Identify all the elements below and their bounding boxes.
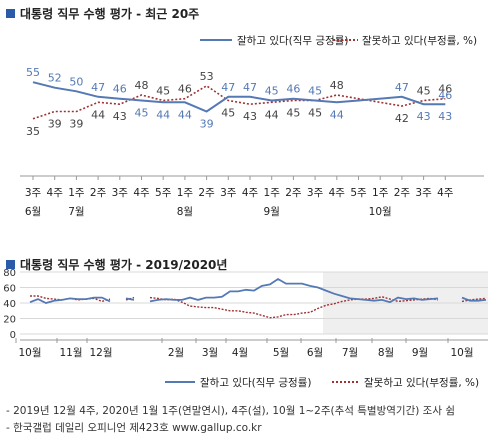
approve-data-label: 45: [135, 107, 149, 120]
approve-data-label: 43: [438, 110, 452, 123]
x-tick-label-month: 8월: [378, 347, 394, 359]
legend-approve-label: 잘하고 있다(직무 긍정률): [200, 376, 311, 389]
x-tick-label-week: 2주: [90, 187, 107, 199]
x-tick-label-week: 4주: [437, 187, 454, 199]
legend-disapprove-label: 잘못하고 있다(부정률, %): [364, 376, 479, 389]
x-tick-label-month: 3월: [202, 347, 218, 359]
title-square-icon: [6, 260, 15, 269]
approve-data-label: 45: [265, 85, 279, 98]
approve-data-label: 46: [286, 83, 300, 96]
approve-data-label: 39: [200, 118, 214, 131]
x-tick-label-month: 10월: [450, 347, 473, 359]
disapprove-data-label: 48: [135, 79, 149, 92]
disapprove-data-label: 45: [156, 85, 170, 98]
disapprove-data-label: 42: [395, 112, 409, 125]
x-tick-label-month: 11월: [59, 347, 82, 359]
approve-data-label: 43: [417, 110, 431, 123]
x-tick-label-week: 3주: [220, 187, 237, 199]
legend-disapprove-label: 잘못하고 있다(부정률, %): [362, 34, 477, 47]
x-tick-label-month: 9월: [264, 206, 280, 218]
disapprove-data-label: 39: [69, 118, 83, 131]
x-tick-label-week: 2주: [285, 187, 302, 199]
disapprove-data-label: 44: [91, 108, 105, 121]
approve-data-label: 50: [69, 75, 83, 88]
x-tick-label-week: 2주: [394, 187, 411, 199]
approve-data-label: 47: [91, 81, 105, 94]
disapprove-data-label: 45: [417, 85, 431, 98]
chart-1-legend: 잘하고 있다(직무 긍정률) 잘못하고 있다(부정률, %): [200, 34, 477, 47]
x-tick-label-month: 8월: [177, 206, 193, 218]
y-tick-label: 20: [3, 315, 16, 326]
disapprove-data-label: 43: [113, 110, 127, 123]
approve-data-label: 46: [113, 83, 127, 96]
approve-data-label: 44: [178, 108, 192, 121]
x-tick-label-month: 7월: [68, 206, 84, 218]
y-tick-label: 0: [10, 330, 16, 341]
chart-2-legend: 잘하고 있다(직무 긍정률) 잘못하고 있다(부정률, %): [165, 376, 479, 389]
disapprove-data-label: 44: [265, 108, 279, 121]
disapprove-data-label: 45: [221, 107, 235, 120]
disapprove-data-label: 43: [243, 110, 257, 123]
approve-data-label: 44: [330, 108, 344, 121]
x-tick-label-week: 4주: [329, 187, 346, 199]
chart-2-title-text: 대통령 직무 수행 평가 - 2019/2020년: [20, 258, 228, 272]
y-tick-label: 40: [3, 299, 16, 310]
series-approve-line: [29, 277, 487, 304]
x-tick-label-week: 1주: [264, 187, 281, 199]
x-tick-label-month: 6월: [25, 206, 41, 218]
chart-2-title: 대통령 직무 수행 평가 - 2019/2020년: [6, 256, 227, 273]
x-tick-label-week: 5주: [350, 187, 367, 199]
approve-data-label: 44: [156, 108, 170, 121]
y-tick-label: 80: [3, 268, 16, 279]
disapprove-data-label: 45: [286, 107, 300, 120]
x-tick-label-month: 12월: [89, 347, 112, 359]
x-tick-label-month: 10월: [369, 206, 392, 218]
chart-1-title-text: 대통령 직무 수행 평가 - 최근 20주: [20, 7, 200, 21]
series-disapprove-line: [32, 84, 446, 120]
footnote-source: - 한국갤럽 데일리 오피니언 제423호 www.gallup.co.kr: [6, 422, 262, 434]
x-tick-label-month: 6월: [307, 347, 323, 359]
x-tick-label-month: 4월: [232, 347, 248, 359]
approve-data-label: 52: [48, 72, 62, 85]
disapprove-data-label: 35: [26, 125, 40, 138]
disapprove-data-label: 45: [308, 107, 322, 120]
legend-approve-label: 잘하고 있다(직무 긍정률): [237, 34, 348, 47]
x-tick-label-month: 9월: [412, 347, 428, 359]
approve-data-label: 45: [308, 85, 322, 98]
x-tick-label-week: 4주: [47, 187, 64, 199]
x-tick-label-month: 5월: [273, 347, 289, 359]
x-tick-label-week: 3주: [112, 187, 129, 199]
approve-data-label: 47: [221, 81, 235, 94]
approve-last-label: 46: [438, 89, 452, 102]
x-tick-label-week: 5주: [155, 187, 172, 199]
approve-data-label: 55: [26, 66, 40, 79]
x-tick-label-week: 4주: [133, 187, 150, 199]
x-tick-label-week: 1주: [372, 187, 389, 199]
x-tick-label-week: 2주: [198, 187, 215, 199]
disapprove-data-label: 46: [178, 83, 192, 96]
y-tick-label: 60: [3, 284, 16, 295]
disapprove-data-label: 48: [330, 79, 344, 92]
x-tick-label-month: 7월: [342, 347, 358, 359]
disapprove-data-label: 53: [200, 70, 214, 83]
approve-data-label: 47: [395, 81, 409, 94]
title-square-icon: [6, 9, 15, 18]
chart-1-title: 대통령 직무 수행 평가 - 최근 20주: [6, 5, 199, 22]
series-approve-line: [32, 81, 446, 113]
chart-2-yearly: 0 20 40 60 80 10월 11월 12월 2월 3월 4월 5월 6월 7월 8월 9월 10월잘하고…: [3, 268, 488, 389]
x-tick-label-month: 2월: [168, 347, 184, 359]
x-tick-label-week: 3주: [25, 187, 42, 199]
disapprove-data-label: 39: [48, 118, 62, 131]
approve-data-label: 47: [243, 81, 257, 94]
x-tick-label-week: 3주: [415, 187, 432, 199]
x-tick-label-month: 10월: [18, 347, 41, 359]
footnote-survey-skip: - 2019년 12월 4주, 2020년 1월 1주(연말연시), 4주(설)…: [6, 405, 455, 417]
disapprove-data-label: 46: [438, 83, 452, 96]
chart-1-recent-20-weeks: 잘하고 있다(직무 긍정률) 잘못하고 있다(부정률, %)55 52 50 47 464…: [20, 34, 484, 218]
x-tick-label-week: 3주: [307, 187, 324, 199]
x-tick-label-week: 1주: [177, 187, 194, 199]
x-tick-label-week: 4주: [242, 187, 259, 199]
x-tick-label-week: 1주: [68, 187, 85, 199]
